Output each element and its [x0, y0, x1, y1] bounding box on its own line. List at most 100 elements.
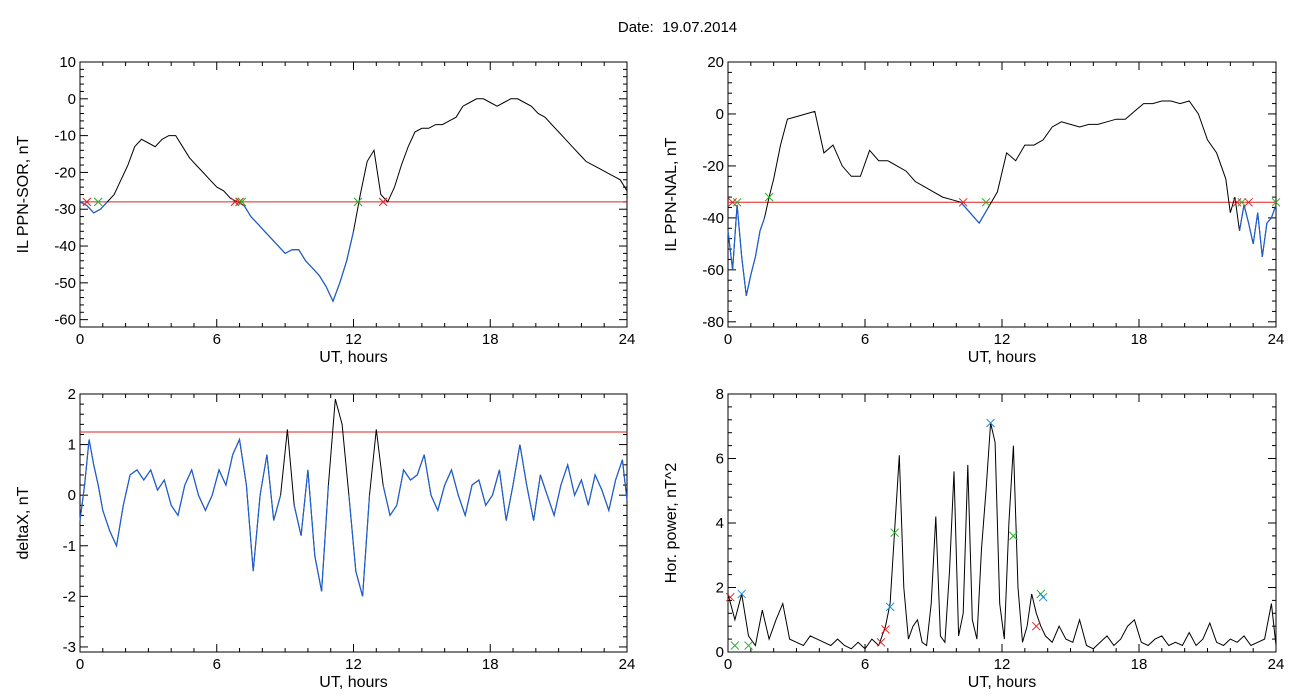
- x-tick-label: 12: [345, 331, 362, 348]
- x-tick-label: 18: [1131, 656, 1148, 673]
- marker-green: [1237, 197, 1247, 207]
- series-line: [79, 398, 628, 597]
- x-axis-title: UT, hours: [319, 674, 387, 691]
- y-axis-title: deltaX, nT: [15, 486, 32, 559]
- y-tick-label: 1: [68, 437, 76, 454]
- marker-green: [1271, 197, 1281, 207]
- x-tick-label: 0: [724, 331, 732, 348]
- y-tick-label: 6: [716, 451, 724, 468]
- y-tick-label: -2: [63, 588, 76, 605]
- marker-red: [378, 197, 388, 207]
- chart-il-ppn-nal: 0 6 12 18 24 20 0 -20 -40 -60 -80 UT, hours IL PPN-N…: [663, 54, 1284, 366]
- y-tick-label: 2: [716, 580, 724, 597]
- marker-red: [82, 197, 92, 207]
- marker-blue: [737, 589, 747, 599]
- series-line: [727, 422, 1277, 650]
- x-tick-label: 24: [619, 331, 636, 348]
- marker-red: [728, 197, 737, 207]
- x-axis-title: UT, hours: [968, 349, 1036, 366]
- below-threshold-segment: [382, 444, 628, 521]
- plot-frame: [79, 61, 628, 328]
- marker-green: [732, 197, 742, 207]
- plot-frame: [727, 61, 1277, 328]
- marker-red: [1232, 197, 1242, 207]
- below-threshold-segment: [79, 437, 282, 572]
- y-axis-title: Hor. power, nT^2: [663, 463, 680, 584]
- below-threshold-segment: [1238, 204, 1277, 257]
- series-line: [79, 98, 628, 303]
- x-axis-title: UT, hours: [319, 349, 387, 366]
- y-tick-label: -30: [54, 201, 76, 218]
- marker-green: [764, 192, 774, 202]
- below-threshold-segment: [293, 469, 329, 592]
- marker-green: [890, 528, 900, 538]
- y-tick-label: 20: [707, 54, 724, 71]
- y-tick-label: 8: [716, 386, 724, 403]
- y-tick-label: -40: [54, 238, 76, 255]
- y-tick-label: -20: [54, 164, 76, 181]
- y-tick-label: 0: [716, 106, 724, 123]
- marker-red: [725, 592, 735, 602]
- below-threshold-segment: [237, 201, 355, 303]
- y-tick-label: -50: [54, 275, 76, 292]
- marker-green: [1009, 531, 1018, 541]
- plot-frame: [79, 393, 628, 653]
- below-threshold-segment: [79, 201, 108, 214]
- marker-blue: [986, 418, 995, 428]
- below-threshold-segment: [960, 201, 989, 225]
- x-tick-label: 6: [861, 656, 869, 673]
- marker-red: [1031, 621, 1041, 631]
- y-tick-label: -80: [702, 314, 724, 331]
- y-tick-label: 2: [68, 386, 76, 403]
- plot-frame: [727, 393, 1277, 653]
- x-axis-title: UT, hours: [968, 674, 1036, 691]
- below-threshold-segment: [727, 204, 766, 296]
- y-tick-label: -60: [54, 312, 76, 329]
- marker-green: [237, 197, 247, 207]
- x-tick-label: 6: [213, 656, 221, 673]
- marker-red: [876, 637, 886, 647]
- x-tick-label: 18: [482, 331, 499, 348]
- y-axis-title: IL PPN-NAL, nT: [663, 137, 680, 251]
- marker-red: [958, 197, 968, 207]
- x-tick-label: 18: [1131, 331, 1148, 348]
- chart-il-ppn-sor: 0 6 12 18 24 10 0 -10 -20 -30 -40 -50 -60 UT, hours IL…: [15, 54, 635, 366]
- y-tick-label: -10: [54, 128, 76, 145]
- y-tick-label: -20: [702, 158, 724, 175]
- y-axis-title: IL PPN-SOR, nT: [15, 135, 32, 253]
- marker-red: [230, 197, 240, 207]
- x-tick-label: 18: [482, 656, 499, 673]
- x-tick-label: 12: [994, 331, 1011, 348]
- x-tick-label: 0: [724, 656, 732, 673]
- chart-deltax: 0 6 12 18 24 2 1 0 -1 -2 -3 UT, hours deltaX, nT: [15, 386, 635, 691]
- below-threshold-segment: [348, 495, 371, 597]
- y-tick-label: -60: [702, 262, 724, 279]
- date-title: Date: 19.07.2014: [0, 19, 1300, 36]
- date-value: 19.07.2014: [662, 19, 738, 36]
- marker-green: [353, 197, 363, 207]
- x-tick-label: 24: [1268, 331, 1285, 348]
- x-tick-label: 24: [619, 656, 636, 673]
- marker-green: [93, 197, 103, 207]
- y-tick-label: 0: [68, 487, 76, 504]
- x-tick-label: 6: [861, 331, 869, 348]
- y-tick-label: -3: [63, 639, 76, 656]
- marker-blue: [1038, 592, 1048, 602]
- marker-green: [730, 641, 740, 650]
- marker-green: [744, 641, 753, 650]
- x-tick-label: 6: [213, 331, 221, 348]
- marker-red: [235, 197, 244, 207]
- y-tick-label: 0: [68, 91, 76, 108]
- marker-blue: [885, 602, 895, 612]
- x-tick-label: 12: [994, 656, 1011, 673]
- marker-red: [881, 625, 890, 634]
- y-tick-label: 0: [716, 644, 724, 661]
- y-tick-label: 10: [59, 54, 76, 71]
- y-tick-label: 4: [716, 515, 724, 532]
- y-tick-label: -40: [702, 210, 724, 227]
- x-tick-label: 24: [1268, 656, 1285, 673]
- x-tick-label: 12: [345, 656, 362, 673]
- date-label: Date:: [617, 19, 654, 36]
